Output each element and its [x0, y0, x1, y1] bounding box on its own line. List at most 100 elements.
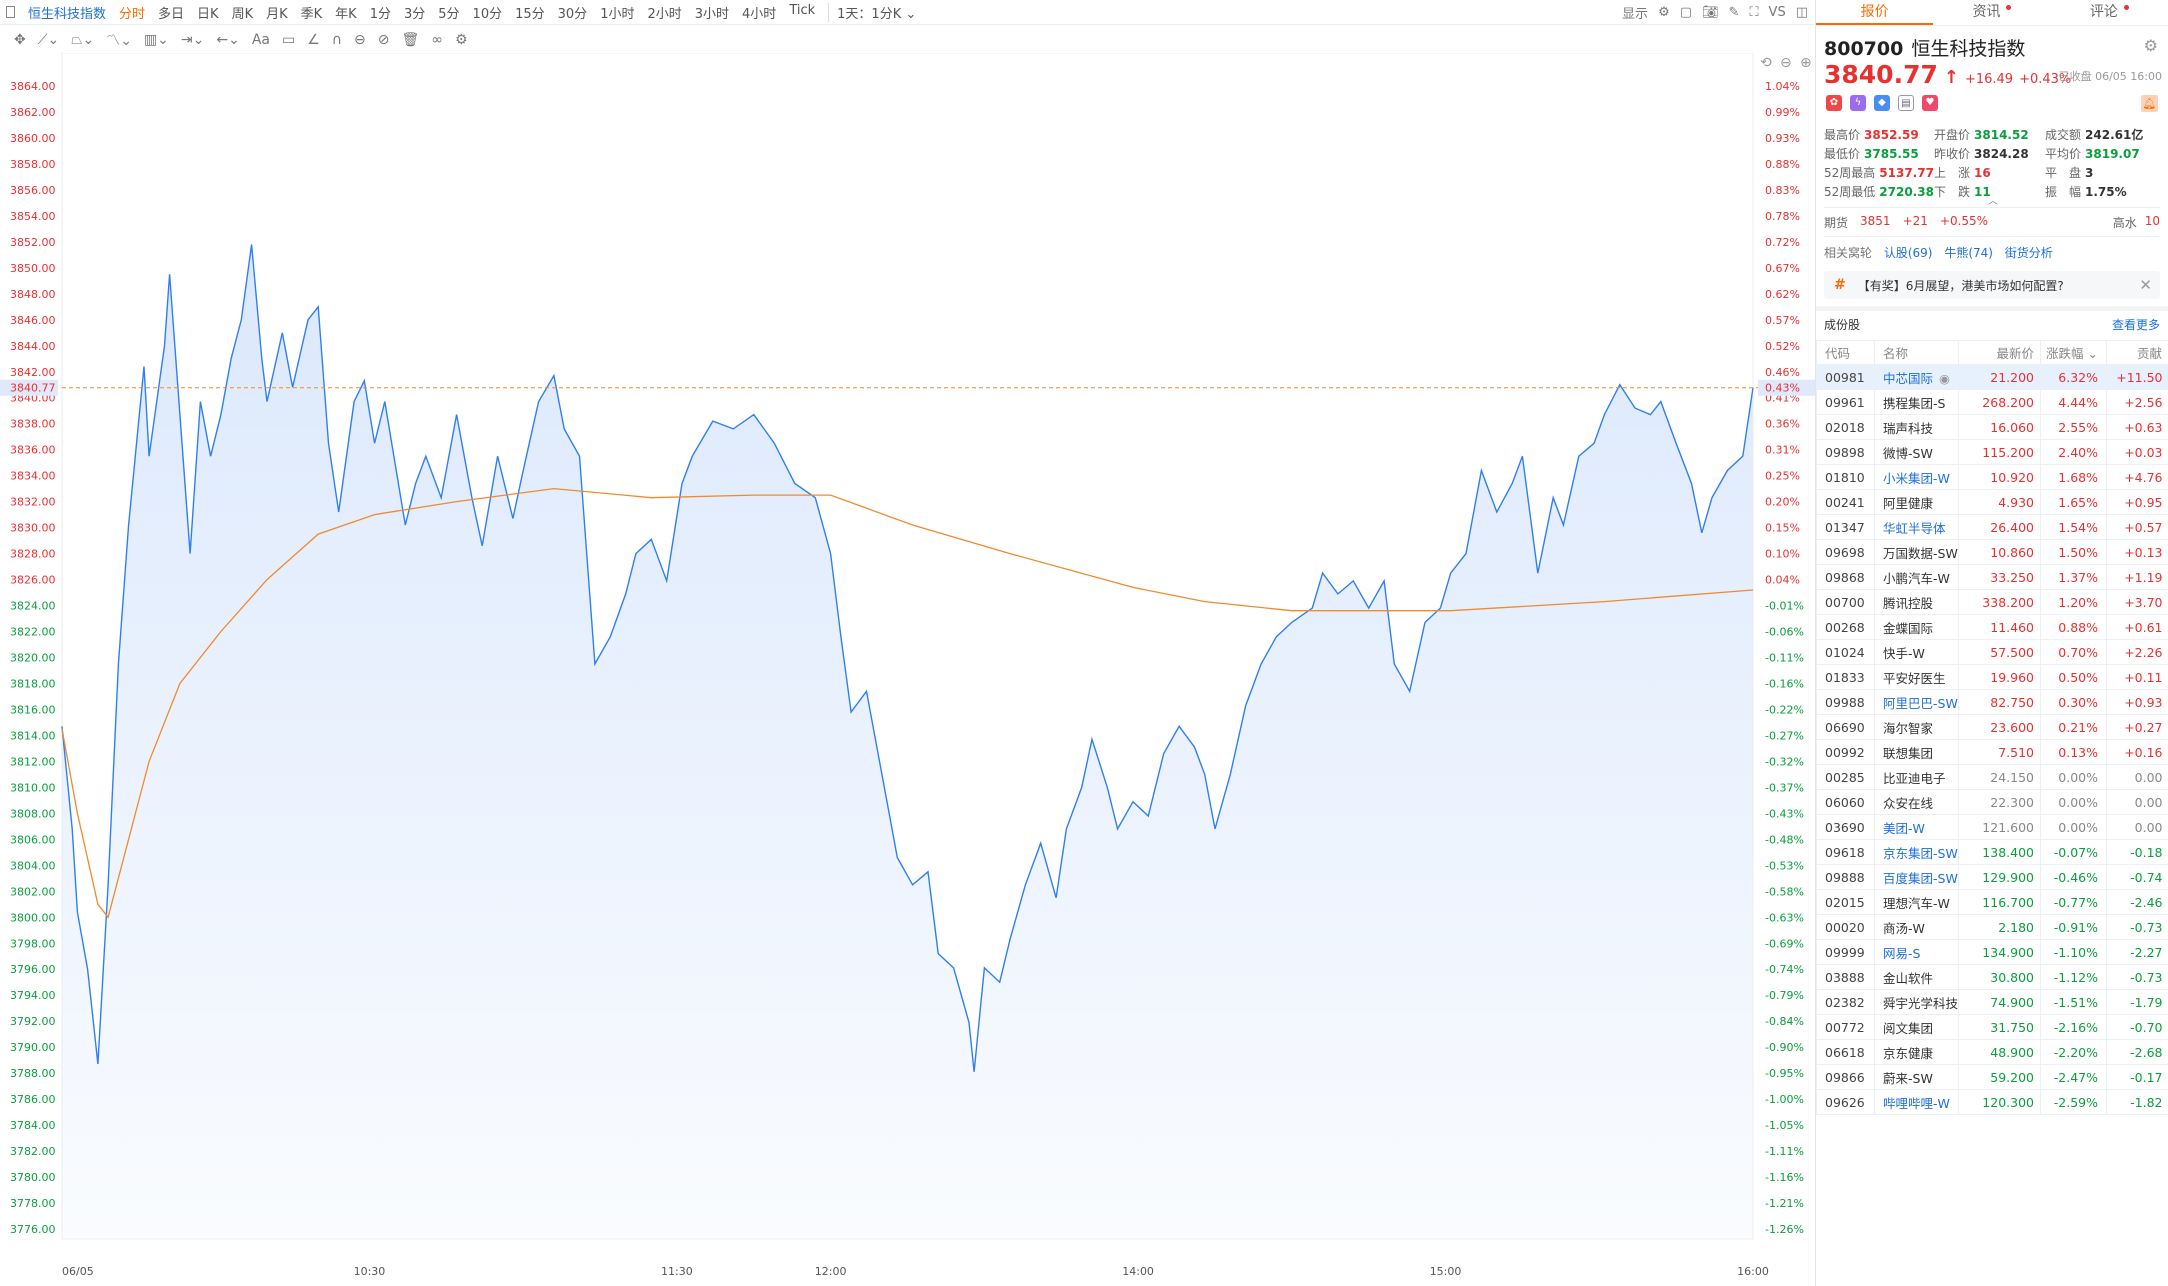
move-icon[interactable]: ✥: [14, 31, 26, 48]
pen-icon[interactable]: ✎: [1728, 5, 1740, 20]
name-cell[interactable]: 金山软件: [1874, 964, 1959, 990]
settings-icon[interactable]: ⚙: [1658, 5, 1670, 20]
table-row[interactable]: 02015 理想汽车-W 116.700 -0.77% -2.46: [1816, 889, 2168, 915]
name-cell[interactable]: 蔚来-SW: [1874, 1064, 1959, 1090]
period-tab[interactable]: 分时: [119, 6, 146, 22]
promo-banner[interactable]: # 【有奖】6月展望，港美市场如何配置? ✕: [1824, 271, 2160, 299]
period-tab[interactable]: 2小时: [647, 6, 682, 22]
panel-toggle-icon[interactable]: ◫: [1795, 5, 1808, 20]
table-row[interactable]: 09888 百度集团-SW 129.900 -0.46% -0.74: [1816, 864, 2168, 890]
period-tab[interactable]: 10分: [472, 6, 503, 22]
table-row[interactable]: 01347 华虹半导体 26.400 1.54% +0.57: [1816, 514, 2168, 540]
name-cell[interactable]: 小鹏汽车-W: [1874, 564, 1959, 590]
table-row[interactable]: 00285 比亚迪电子 24.150 0.00% 0.00: [1816, 764, 2168, 790]
reset-icon[interactable]: ⟲: [1760, 55, 1772, 71]
collapse-chevron-icon[interactable]: ︿: [1988, 196, 1998, 207]
alert-bell-icon[interactable]: 🔔︎: [2141, 95, 2158, 112]
period-tab[interactable]: 月K: [266, 6, 288, 22]
table-row[interactable]: 00020 商汤-W 2.180 -0.91% -0.73: [1816, 914, 2168, 940]
magnet-icon[interactable]: ∩: [331, 31, 343, 48]
lock-icon[interactable]: ⊖: [354, 31, 366, 48]
table-row[interactable]: 01024 快手-W 57.500 0.70% +2.26: [1816, 639, 2168, 665]
name-cell[interactable]: 阅文集团: [1874, 1014, 1959, 1040]
period-tab[interactable]: 1小时: [600, 6, 635, 22]
settings-icon[interactable]: ⚙: [2143, 36, 2158, 55]
name-cell[interactable]: 平安好医生: [1874, 664, 1959, 690]
name-cell[interactable]: 京东集团-SW: [1874, 839, 1959, 865]
period-tab[interactable]: 多日: [158, 6, 185, 22]
table-row[interactable]: 09618 京东集团-SW 138.400 -0.07% -0.18: [1816, 839, 2168, 865]
table-row[interactable]: 09961 携程集团-S 268.200 4.44% +2.56: [1816, 389, 2168, 415]
name-cell[interactable]: 阿里巴巴-SW: [1874, 689, 1959, 715]
table-row[interactable]: 09626 哔哩哔哩-W 120.300 -2.59% -1.82: [1816, 1089, 2168, 1115]
period-tab[interactable]: 30分: [557, 6, 588, 22]
table-row[interactable]: 06690 海尔智家 23.600 0.21% +0.27: [1816, 714, 2168, 740]
name-cell[interactable]: 商汤-W: [1874, 914, 1959, 940]
settings-icon[interactable]: ⚙: [454, 31, 468, 48]
period-tab[interactable]: 3小时: [694, 6, 730, 22]
name-cell[interactable]: 万国数据-SW: [1874, 539, 1959, 565]
index-name-link[interactable]: 恒生科技指数: [28, 6, 107, 22]
name-cell[interactable]: 中芯国际 ◉: [1874, 364, 1959, 390]
column-header[interactable]: 涨跌幅 ⌄: [2040, 340, 2107, 365]
zoom-in-icon[interactable]: ⊕: [1800, 55, 1812, 71]
table-row[interactable]: 00700 腾讯控股 338.200 1.20% +3.70: [1816, 589, 2168, 615]
table-row[interactable]: 01833 平安好医生 19.960 0.50% +0.11: [1816, 664, 2168, 690]
table-row[interactable]: 09999 网易-S 134.900 -1.10% -2.27: [1816, 939, 2168, 965]
favorite-heart-icon[interactable]: ♥: [1922, 95, 1938, 111]
table-row[interactable]: 09988 阿里巴巴-SW 82.750 0.30% +0.93: [1816, 689, 2168, 715]
trash-icon[interactable]: 🗑︎: [401, 31, 420, 48]
name-cell[interactable]: 小米集团-W: [1874, 464, 1959, 490]
name-cell[interactable]: 腾讯控股: [1874, 589, 1959, 615]
link-icon[interactable]: ∞: [431, 31, 443, 48]
outstanding-analysis-link[interactable]: 街货分析: [2004, 246, 2053, 260]
kline-select[interactable]: 1天：1分K ⌄: [828, 2, 916, 22]
layout-toggle-icon[interactable]: [6, 6, 15, 18]
period-tab[interactable]: 年K: [335, 6, 357, 22]
name-cell[interactable]: 众安在线: [1874, 789, 1959, 815]
intraday-chart[interactable]: 3864.00 1.04% 3862.00 0.99% 3860.00 0.93% 3858…: [0, 53, 1815, 1286]
view-more-link[interactable]: 查看更多: [2111, 318, 2160, 332]
period-tab[interactable]: 日K: [197, 6, 219, 22]
line-icon[interactable]: ⟋⌄: [37, 31, 60, 48]
table-row[interactable]: 09698 万国数据-SW 10.860 1.50% +0.13: [1816, 539, 2168, 565]
name-cell[interactable]: 华虹半导体: [1874, 514, 1959, 540]
table-row[interactable]: 00268 金蝶国际 11.460 0.88% +0.61: [1816, 614, 2168, 640]
period-tab[interactable]: 周K: [231, 6, 254, 22]
name-cell[interactable]: 微博-SW: [1874, 439, 1959, 465]
compare-button[interactable]: VS: [1768, 5, 1786, 20]
tab-2[interactable]: 评论: [2051, 0, 2168, 25]
period-tab[interactable]: 4小时: [742, 6, 777, 22]
name-cell[interactable]: 比亚迪电子: [1874, 764, 1959, 790]
period-tab[interactable]: 5分: [438, 6, 460, 22]
table-row[interactable]: 00241 阿里健康 4.930 1.65% +0.95: [1816, 489, 2168, 515]
table-row[interactable]: 00992 联想集团 7.510 0.13% +0.16: [1816, 739, 2168, 765]
range-icon[interactable]: ⇥⌄: [180, 31, 205, 48]
fib-icon[interactable]: ▥⌄: [143, 31, 169, 48]
name-cell[interactable]: 美团-W: [1874, 814, 1959, 840]
table-row[interactable]: 09898 微博-SW 115.200 2.40% +0.03: [1816, 439, 2168, 465]
name-cell[interactable]: 百度集团-SW: [1874, 864, 1959, 890]
comment-icon[interactable]: ▭: [282, 31, 296, 48]
banner-text[interactable]: 【有奖】6月展望，港美市场如何配置?: [1857, 278, 2064, 293]
wave-icon[interactable]: 〽⌄: [106, 32, 132, 49]
name-cell[interactable]: 瑞声科技: [1874, 414, 1959, 440]
period-tab[interactable]: 1分: [369, 6, 391, 22]
tag-icon[interactable]: ◆: [1874, 95, 1890, 111]
cbbc-link[interactable]: 牛熊(74): [1944, 246, 1993, 260]
table-row[interactable]: 03888 金山软件 30.800 -1.12% -0.73: [1816, 964, 2168, 990]
level2-icon[interactable]: ϟ: [1850, 95, 1866, 111]
tab-0[interactable]: 报价: [1816, 0, 1934, 25]
name-cell[interactable]: 联想集团: [1874, 739, 1959, 765]
period-tab[interactable]: 季K: [300, 6, 323, 22]
tab-1[interactable]: 资讯: [1933, 0, 2050, 25]
name-cell[interactable]: 京东健康: [1874, 1039, 1959, 1065]
hk-flag-icon[interactable]: ✿: [1826, 95, 1842, 111]
name-cell[interactable]: 理想汽车-W: [1874, 889, 1959, 915]
table-row[interactable]: 00981 中芯国际 ◉ 21.200 6.32% +11.50: [1816, 364, 2168, 390]
name-cell[interactable]: 哔哩哔哩-W: [1874, 1089, 1959, 1115]
name-cell[interactable]: 快手-W: [1874, 639, 1959, 665]
period-tab[interactable]: 3分: [403, 6, 426, 22]
table-row[interactable]: 06060 众安在线 22.300 0.00% 0.00: [1816, 789, 2168, 815]
table-row[interactable]: 02382 舜宇光学科技 74.900 -1.51% -1.79: [1816, 989, 2168, 1015]
